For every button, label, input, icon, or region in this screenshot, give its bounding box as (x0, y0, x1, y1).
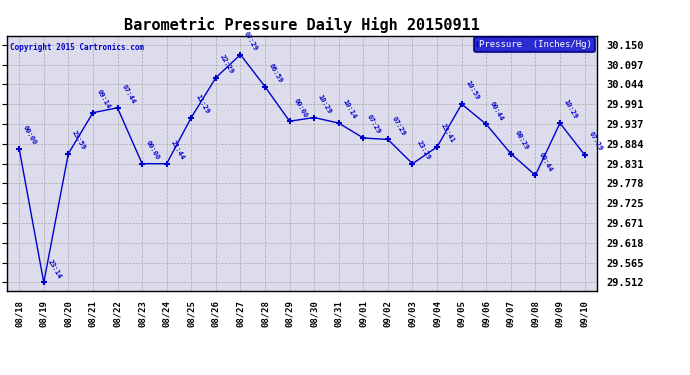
Text: 10:14: 10:14 (342, 99, 357, 120)
Legend: Pressure  (Inches/Hg): Pressure (Inches/Hg) (474, 38, 595, 52)
Title: Barometric Pressure Daily High 20150911: Barometric Pressure Daily High 20150911 (124, 17, 480, 33)
Text: 00:00: 00:00 (22, 124, 38, 146)
Text: 07:29: 07:29 (366, 114, 382, 135)
Text: 23:29: 23:29 (415, 140, 431, 161)
Text: 07:29: 07:29 (243, 30, 259, 52)
Text: 00:00: 00:00 (145, 140, 161, 161)
Text: 10:29: 10:29 (563, 99, 579, 120)
Text: 00:00: 00:00 (293, 97, 308, 118)
Text: 00:44: 00:44 (538, 151, 554, 172)
Text: 07:29: 07:29 (391, 115, 406, 137)
Text: 10:29: 10:29 (317, 93, 333, 115)
Text: 23:14: 23:14 (46, 258, 62, 280)
Text: 00:44: 00:44 (489, 100, 505, 122)
Text: 08:29: 08:29 (513, 129, 529, 151)
Text: 21:44: 21:44 (170, 140, 186, 161)
Text: 22:29: 22:29 (219, 54, 235, 75)
Text: 11:29: 11:29 (194, 93, 210, 115)
Text: 23:59: 23:59 (71, 129, 87, 151)
Text: Copyright 2015 Cartronics.com: Copyright 2015 Cartronics.com (10, 43, 144, 52)
Text: 09:14: 09:14 (96, 88, 112, 110)
Text: 10:59: 10:59 (464, 80, 480, 101)
Text: 06:59: 06:59 (268, 63, 284, 84)
Text: 07:29: 07:29 (587, 130, 603, 152)
Text: 23:41: 23:41 (440, 123, 455, 144)
Text: 07:44: 07:44 (120, 84, 136, 105)
